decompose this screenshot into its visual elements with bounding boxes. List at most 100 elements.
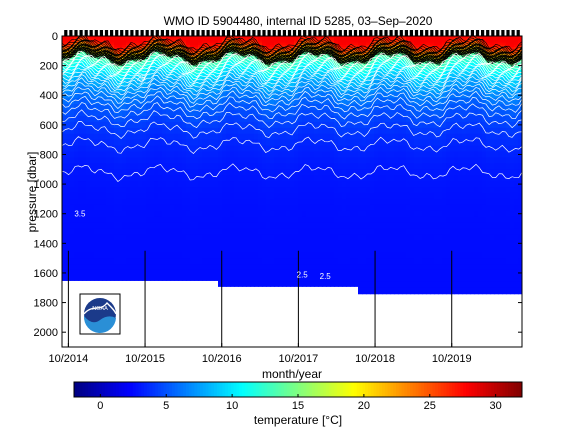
profile-tick [415,30,418,36]
profile-tick [354,30,357,36]
profile-tick [405,30,408,36]
profile-tick [85,30,88,36]
profile-tick [420,30,423,36]
profile-tick [100,30,103,36]
profile-tick [135,30,138,36]
profile-tick [283,30,286,36]
profile-tick [110,30,113,36]
profile-tick [222,30,225,36]
profile-tick [202,30,205,36]
profile-tick [268,30,271,36]
profile-tick [496,30,499,36]
profile-tick [105,30,108,36]
profile-tick [257,30,260,36]
profile-tick [395,30,398,36]
y-tick-label: 0 [52,31,58,43]
profile-tick [390,30,393,36]
profile-tick [196,30,199,36]
profile-tick [506,30,509,36]
y-tick-label: 1800 [34,298,58,310]
profile-tick [151,30,154,36]
profile-tick [481,30,484,36]
profile-tick [69,30,72,36]
profile-tick [146,30,149,36]
contour-label: 2.5 [297,270,309,279]
profile-tick [262,30,265,36]
colorbar-tick-label: 30 [490,400,502,412]
profile-tick [247,30,250,36]
x-axis-label: month/year [262,367,322,381]
profile-tick [120,30,123,36]
contour-label: 3.5 [74,210,86,219]
profile-tick [379,30,382,36]
profile-tick [410,30,413,36]
profile-tick [191,30,194,36]
colorbar-tick-label: 20 [358,400,370,412]
profile-tick [232,30,235,36]
logo-label: NOAA [92,306,108,312]
profile-tick [349,30,352,36]
profile-tick [384,30,387,36]
profile-tick [369,30,372,36]
profile-tick [176,30,179,36]
colorbar-tick-label: 25 [424,400,436,412]
noaa-logo: NOAA [80,294,120,334]
profile-tick [90,30,93,36]
profile-tick [95,30,98,36]
chart-title: WMO ID 5904480, internal ID 5285, 03–Sep… [164,14,433,28]
y-tick-label: 200 [40,61,58,73]
profile-tick [440,30,443,36]
colorbar-tick-label: 0 [97,400,103,412]
profile-tick [512,30,515,36]
profile-tick [125,30,128,36]
profile-tick [217,30,220,36]
profile-tick [298,30,301,36]
profile-tick [141,30,144,36]
profile-tick [252,30,255,36]
profile-tick [471,30,474,36]
x-tick-label: 10/2018 [355,353,395,365]
profile-tick [425,30,428,36]
profile-tick [313,30,316,36]
profile-tick [451,30,454,36]
profile-tick [318,30,321,36]
profile-tick [64,30,67,36]
profile-tick [359,30,362,36]
contour-label: 25 [137,73,146,82]
profile-tick [400,30,403,36]
profile-tick [303,30,306,36]
y-axis-label: pressure [dbar] [25,152,39,233]
colorbar-tick-label: 5 [163,400,169,412]
profile-tick [374,30,377,36]
profile-tick [227,30,230,36]
y-tick-label: 600 [40,120,58,132]
profile-tick [466,30,469,36]
profile-tick [156,30,159,36]
profile-tick [517,30,520,36]
y-tick-label: 800 [40,149,58,161]
profile-tick [344,30,347,36]
profile-tick [237,30,240,36]
profile-tick [130,30,133,36]
profile-tick [334,30,337,36]
profile-tick [364,30,367,36]
profile-tick [435,30,438,36]
profile-tick [161,30,164,36]
profile-tick [171,30,174,36]
profile-tick [486,30,489,36]
profile-tick [242,30,245,36]
profile-tick [80,30,83,36]
profile-tick [323,30,326,36]
colorbar-tick-label: 10 [226,400,238,412]
profile-tick [491,30,494,36]
colorbar-label: temperature [°C] [254,413,342,427]
profile-tick [288,30,291,36]
colorbar-tick-label: 15 [292,400,304,412]
contour-label: 2.5 [320,272,332,281]
profile-tick [501,30,504,36]
profile-tick [115,30,118,36]
colorbar: 0 5 10 15 20 25 30 [74,382,523,412]
profile-tick [456,30,459,36]
